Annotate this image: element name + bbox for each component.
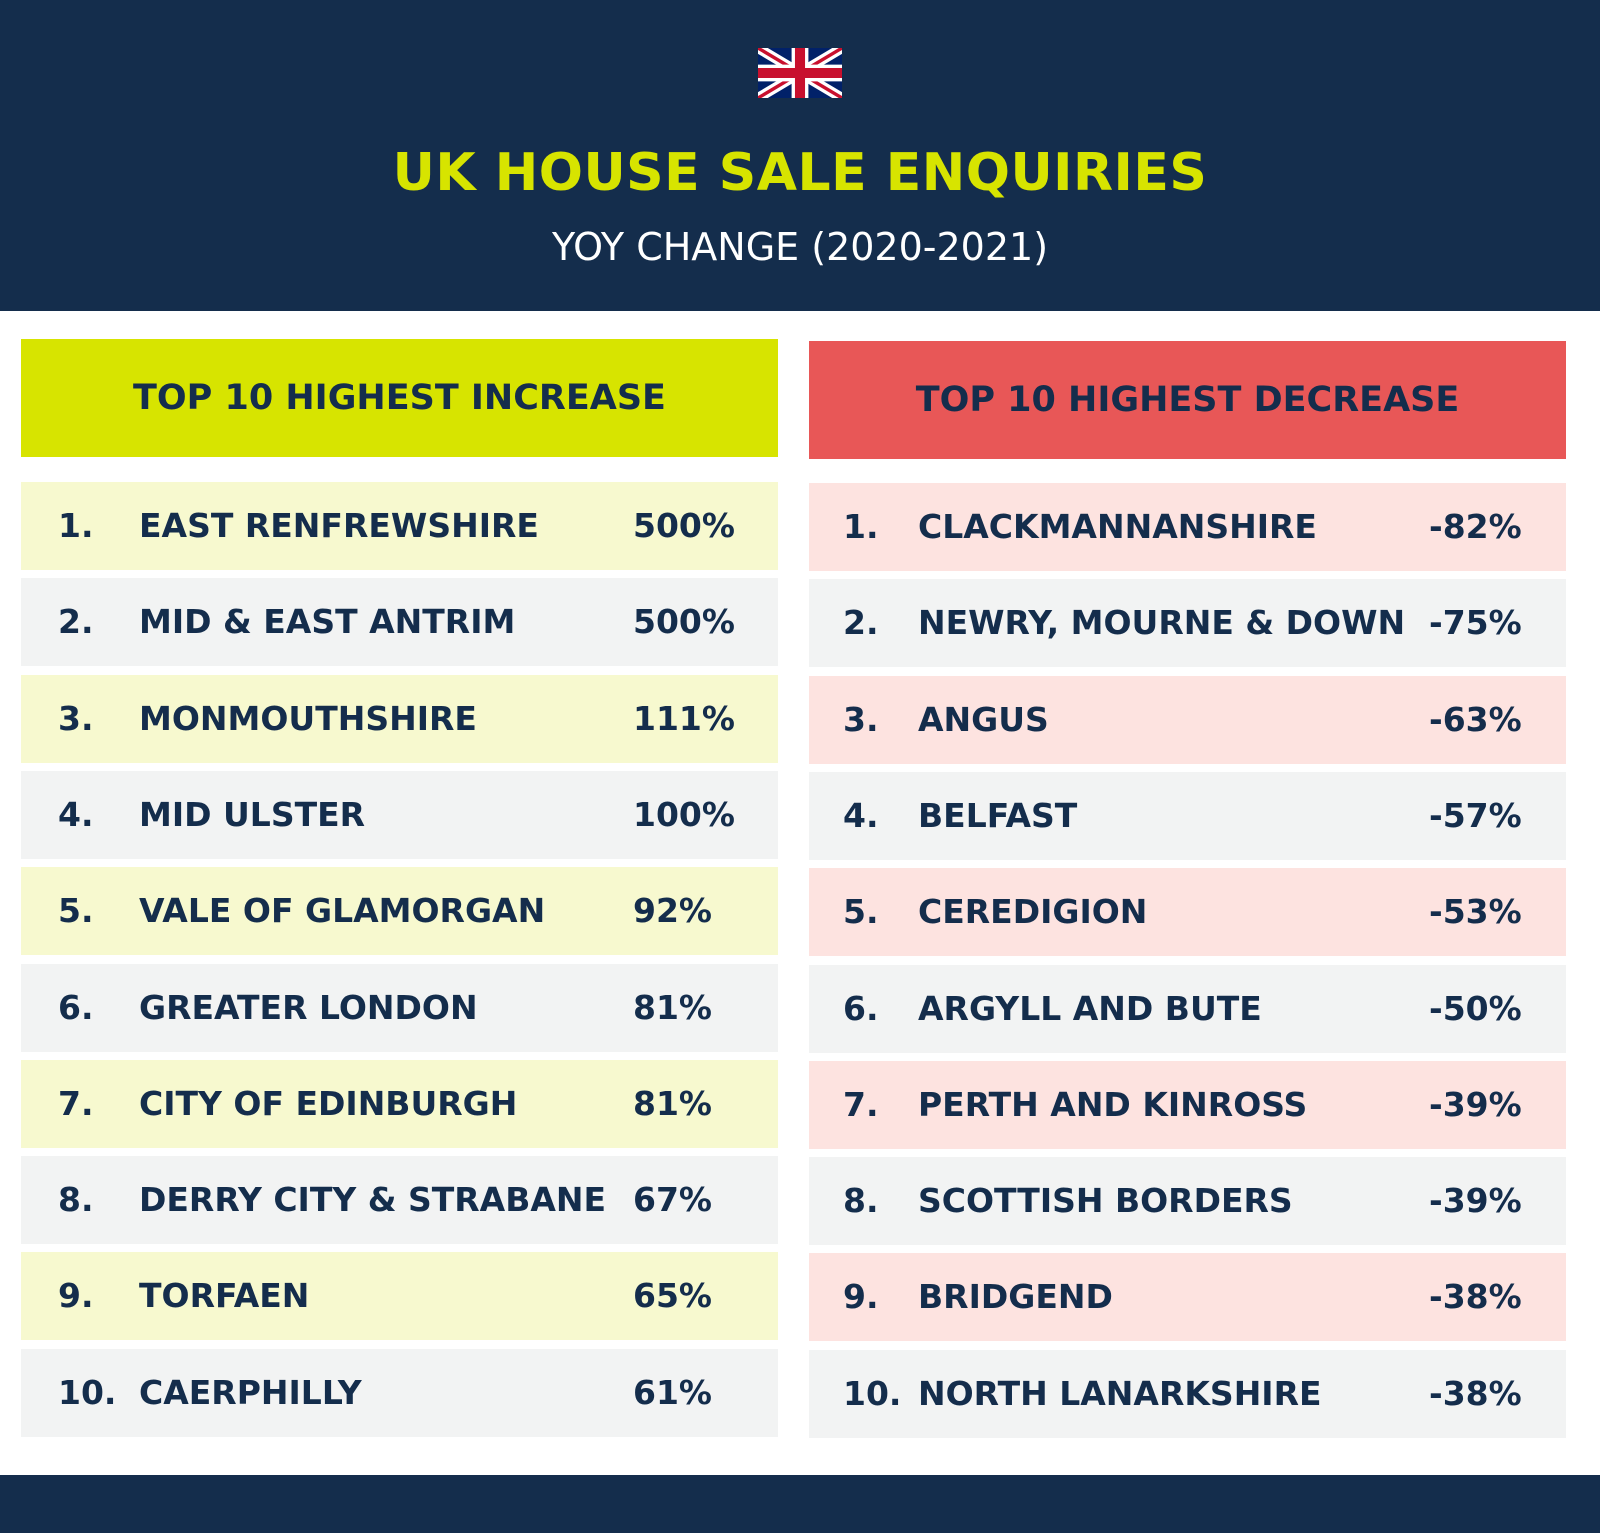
rank-label: 8.	[843, 1181, 879, 1221]
increase-column-heading: TOP 10 HIGHEST INCREASE	[21, 339, 778, 457]
region-name: CAERPHILLY	[139, 1372, 362, 1412]
change-value: 500%	[633, 506, 735, 545]
rank-label: 5.	[843, 892, 879, 932]
list-item: 3. MONMOUTHSHIRE 111%	[21, 674, 778, 763]
region-name: GREATER LONDON	[139, 987, 478, 1027]
rank-label: 9.	[843, 1277, 879, 1317]
change-value: 61%	[633, 1372, 712, 1412]
rank-label: 4.	[58, 794, 94, 834]
rank-label: 2.	[58, 602, 94, 642]
change-value: -63%	[1429, 699, 1522, 739]
change-value: 81%	[633, 987, 712, 1027]
change-value: -75%	[1429, 603, 1522, 643]
change-value: 500%	[633, 602, 735, 642]
region-name: VALE OF GLAMORGAN	[139, 891, 546, 931]
list-item: 1. CLACKMANNANSHIRE -82%	[809, 483, 1566, 571]
rank-label: 5.	[58, 891, 94, 931]
page-subtitle: YOY CHANGE (2020-2021)	[551, 225, 1049, 269]
rank-label: 10.	[843, 1373, 902, 1413]
rank-label: 9.	[58, 1276, 94, 1316]
list-item: 7. CITY OF EDINBURGH 81%	[21, 1059, 778, 1148]
list-item: 9. TORFAEN 65%	[21, 1252, 778, 1341]
rank-label: 1.	[58, 506, 94, 545]
region-name: CLACKMANNANSHIRE	[918, 507, 1317, 546]
region-name: BELFAST	[918, 795, 1078, 835]
list-item: 1. EAST RENFREWSHIRE 500%	[21, 482, 778, 570]
rank-label: 1.	[843, 507, 879, 546]
region-name: CITY OF EDINBURGH	[139, 1083, 518, 1123]
rank-label: 6.	[843, 988, 879, 1028]
region-name: TORFAEN	[139, 1276, 310, 1316]
page-title: UK HOUSE SALE ENQUIRIES	[392, 143, 1208, 203]
region-name: ARGYLL AND BUTE	[918, 988, 1262, 1028]
region-name: BRIDGEND	[918, 1277, 1113, 1317]
list-item: 4. MID ULSTER 100%	[21, 770, 778, 859]
region-name: MID & EAST ANTRIM	[139, 602, 516, 642]
list-item: 5. CEREDIGION -53%	[809, 868, 1566, 957]
rank-label: 2.	[843, 603, 879, 643]
change-value: -50%	[1429, 988, 1522, 1028]
change-value: 100%	[633, 794, 735, 834]
list-item: 5. VALE OF GLAMORGAN 92%	[21, 867, 778, 956]
list-item: 10. NORTH LANARKSHIRE -38%	[809, 1349, 1566, 1438]
region-name: SCOTTISH BORDERS	[918, 1181, 1293, 1221]
list-item: 8. SCOTTISH BORDERS -39%	[809, 1157, 1566, 1246]
region-name: DERRY CITY & STRABANE	[139, 1180, 607, 1220]
rank-label: 10.	[58, 1372, 117, 1412]
decrease-column-heading: TOP 10 HIGHEST DECREASE	[809, 341, 1566, 459]
list-item: 2. NEWRY, MOURNE & DOWN -75%	[809, 579, 1566, 668]
change-value: -53%	[1429, 892, 1522, 932]
change-value: -82%	[1429, 507, 1522, 546]
change-value: -39%	[1429, 1181, 1522, 1221]
region-name: PERTH AND KINROSS	[918, 1084, 1308, 1124]
list-item: 10. CAERPHILLY 61%	[21, 1348, 778, 1437]
rank-label: 8.	[58, 1180, 94, 1220]
region-name: MID ULSTER	[139, 794, 366, 834]
list-item: 8. DERRY CITY & STRABANE 67%	[21, 1156, 778, 1245]
list-item: 6. ARGYLL AND BUTE -50%	[809, 964, 1566, 1053]
change-value: 92%	[633, 891, 712, 931]
change-value: 81%	[633, 1083, 712, 1123]
region-name: MONMOUTHSHIRE	[139, 698, 477, 738]
change-value: 65%	[633, 1276, 712, 1316]
rank-label: 3.	[58, 698, 94, 738]
change-value: -38%	[1429, 1277, 1522, 1317]
list-item: 9. BRIDGEND -38%	[809, 1253, 1566, 1342]
change-value: 111%	[633, 698, 735, 738]
change-value: 67%	[633, 1180, 712, 1220]
change-value: -39%	[1429, 1084, 1522, 1124]
region-name: EAST RENFREWSHIRE	[139, 506, 539, 545]
region-name: NEWRY, MOURNE & DOWN	[918, 603, 1406, 643]
footer-bar	[0, 1475, 1600, 1533]
region-name: CEREDIGION	[918, 892, 1148, 932]
header-banner: UK HOUSE SALE ENQUIRIES YOY CHANGE (2020…	[0, 0, 1600, 311]
uk-flag-icon	[758, 48, 842, 98]
region-name: ANGUS	[918, 699, 1049, 739]
rank-label: 7.	[58, 1083, 94, 1123]
rank-label: 4.	[843, 795, 879, 835]
rank-label: 6.	[58, 987, 94, 1027]
list-item: 7. PERTH AND KINROSS -39%	[809, 1060, 1566, 1149]
change-value: -38%	[1429, 1373, 1522, 1413]
rank-label: 3.	[843, 699, 879, 739]
region-name: NORTH LANARKSHIRE	[918, 1373, 1322, 1413]
list-item: 6. GREATER LONDON 81%	[21, 963, 778, 1052]
list-item: 3. ANGUS -63%	[809, 675, 1566, 764]
rank-label: 7.	[843, 1084, 879, 1124]
change-value: -57%	[1429, 795, 1522, 835]
list-item: 4. BELFAST -57%	[809, 771, 1566, 860]
list-item: 2. MID & EAST ANTRIM 500%	[21, 578, 778, 667]
